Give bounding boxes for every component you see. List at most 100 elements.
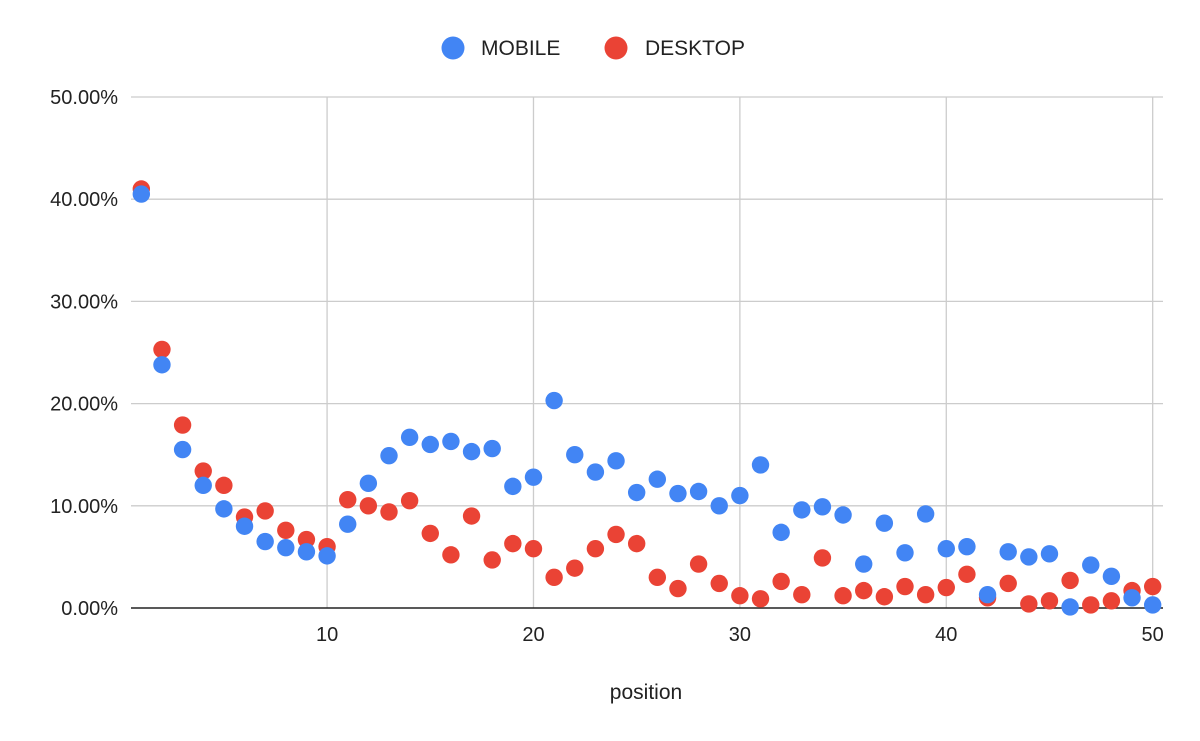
data-point-mobile (462, 442, 481, 461)
data-point-desktop (421, 524, 439, 543)
legend-item-desktop: DESKTOP (604, 36, 745, 60)
data-point-desktop (813, 549, 832, 567)
data-point-mobile (1143, 596, 1162, 614)
data-point-desktop (1143, 577, 1162, 596)
data-point-desktop (607, 525, 625, 544)
x-tick-label: 30 (729, 624, 751, 646)
legend-label: DESKTOP (645, 37, 745, 60)
data-point-desktop (937, 578, 955, 597)
y-tick-label: 40.00% (50, 189, 118, 211)
data-point-desktop (173, 416, 192, 434)
data-point-mobile (793, 501, 811, 519)
y-axis-ticks: 0.00% 10.00% 20.00% 30.00% 40.00% 50.00% (50, 87, 118, 620)
data-point-mobile (834, 506, 852, 524)
data-point-mobile (813, 498, 832, 516)
data-point-mobile (173, 440, 192, 459)
data-point-desktop (462, 507, 481, 525)
data-point-desktop (380, 503, 398, 521)
data-point-mobile (937, 540, 955, 558)
data-point-mobile (545, 391, 563, 410)
data-point-mobile (1082, 556, 1100, 574)
y-tick-label: 30.00% (50, 291, 118, 313)
data-point-mobile (380, 447, 398, 465)
data-point-mobile (235, 517, 254, 535)
x-axis-ticks: 10 20 30 40 50 (316, 624, 1164, 646)
x-tick-label: 50 (1142, 624, 1164, 646)
y-tick-label: 20.00% (50, 394, 118, 416)
data-point-mobile (751, 456, 770, 474)
data-point-mobile (772, 523, 790, 542)
gridlines (131, 96, 1163, 608)
data-point-mobile (896, 544, 914, 562)
data-point-desktop (586, 540, 605, 558)
data-point-mobile (504, 477, 522, 496)
data-point-desktop (545, 568, 563, 587)
data-point-desktop (215, 476, 233, 495)
x-tick-label: 20 (522, 624, 544, 646)
data-point-mobile (132, 185, 151, 203)
data-point-desktop (627, 534, 646, 553)
data-point-mobile (318, 547, 336, 565)
data-point-mobile (483, 439, 501, 458)
data-point-desktop (855, 581, 873, 600)
data-point-desktop (958, 565, 976, 583)
legend-marker (441, 36, 465, 60)
data-point-desktop (896, 577, 914, 596)
data-point-mobile (153, 356, 171, 374)
data-point-mobile (524, 468, 543, 486)
data-point-desktop (1082, 596, 1100, 614)
data-point-mobile (339, 515, 357, 533)
data-point-mobile (421, 435, 439, 454)
data-point-mobile (442, 432, 460, 451)
data-point-desktop (524, 540, 543, 558)
data-point-mobile (978, 586, 997, 604)
data-point-desktop (1061, 571, 1079, 590)
data-point-mobile (607, 452, 625, 470)
series-mobile (132, 185, 1162, 616)
data-point-mobile (916, 505, 935, 523)
y-tick-label: 10.00% (50, 496, 118, 518)
data-point-mobile (359, 474, 378, 493)
data-point-desktop (834, 587, 852, 605)
data-point-desktop (999, 574, 1017, 593)
y-tick-label: 50.00% (50, 87, 118, 109)
x-tick-label: 10 (316, 624, 338, 646)
data-point-desktop (648, 568, 667, 587)
data-point-desktop (483, 551, 501, 569)
y-tick-label: 0.00% (61, 598, 118, 620)
legend-label: MOBILE (481, 37, 560, 60)
data-point-desktop (339, 490, 357, 509)
data-point-desktop (297, 530, 316, 549)
data-point-mobile (1040, 545, 1059, 563)
data-point-mobile (566, 446, 584, 464)
data-point-mobile (1123, 589, 1141, 607)
data-point-mobile (689, 482, 708, 501)
legend-marker (604, 36, 628, 60)
data-point-desktop (1020, 595, 1038, 613)
data-point-desktop (793, 586, 811, 604)
data-point-mobile (277, 539, 295, 557)
data-point-desktop (566, 559, 584, 577)
data-point-desktop (731, 587, 749, 605)
data-point-mobile (400, 428, 419, 447)
data-point-desktop (442, 546, 460, 564)
data-point-desktop (256, 502, 274, 520)
data-point-desktop (400, 491, 419, 510)
data-point-mobile (256, 532, 274, 551)
data-point-mobile (1020, 548, 1038, 566)
data-point-mobile (586, 463, 605, 481)
data-point-mobile (1061, 598, 1079, 616)
data-point-mobile (999, 543, 1017, 561)
data-point-desktop (751, 590, 770, 608)
data-point-mobile (669, 484, 687, 503)
data-point-desktop (669, 579, 687, 598)
data-point-desktop (689, 555, 708, 573)
data-point-mobile (1102, 567, 1121, 586)
data-point-mobile (855, 555, 873, 573)
legend: MOBILE DESKTOP (441, 36, 745, 60)
data-point-desktop (710, 574, 728, 593)
data-point-mobile (958, 537, 976, 556)
data-point-mobile (731, 486, 749, 505)
data-point-mobile (875, 514, 894, 532)
